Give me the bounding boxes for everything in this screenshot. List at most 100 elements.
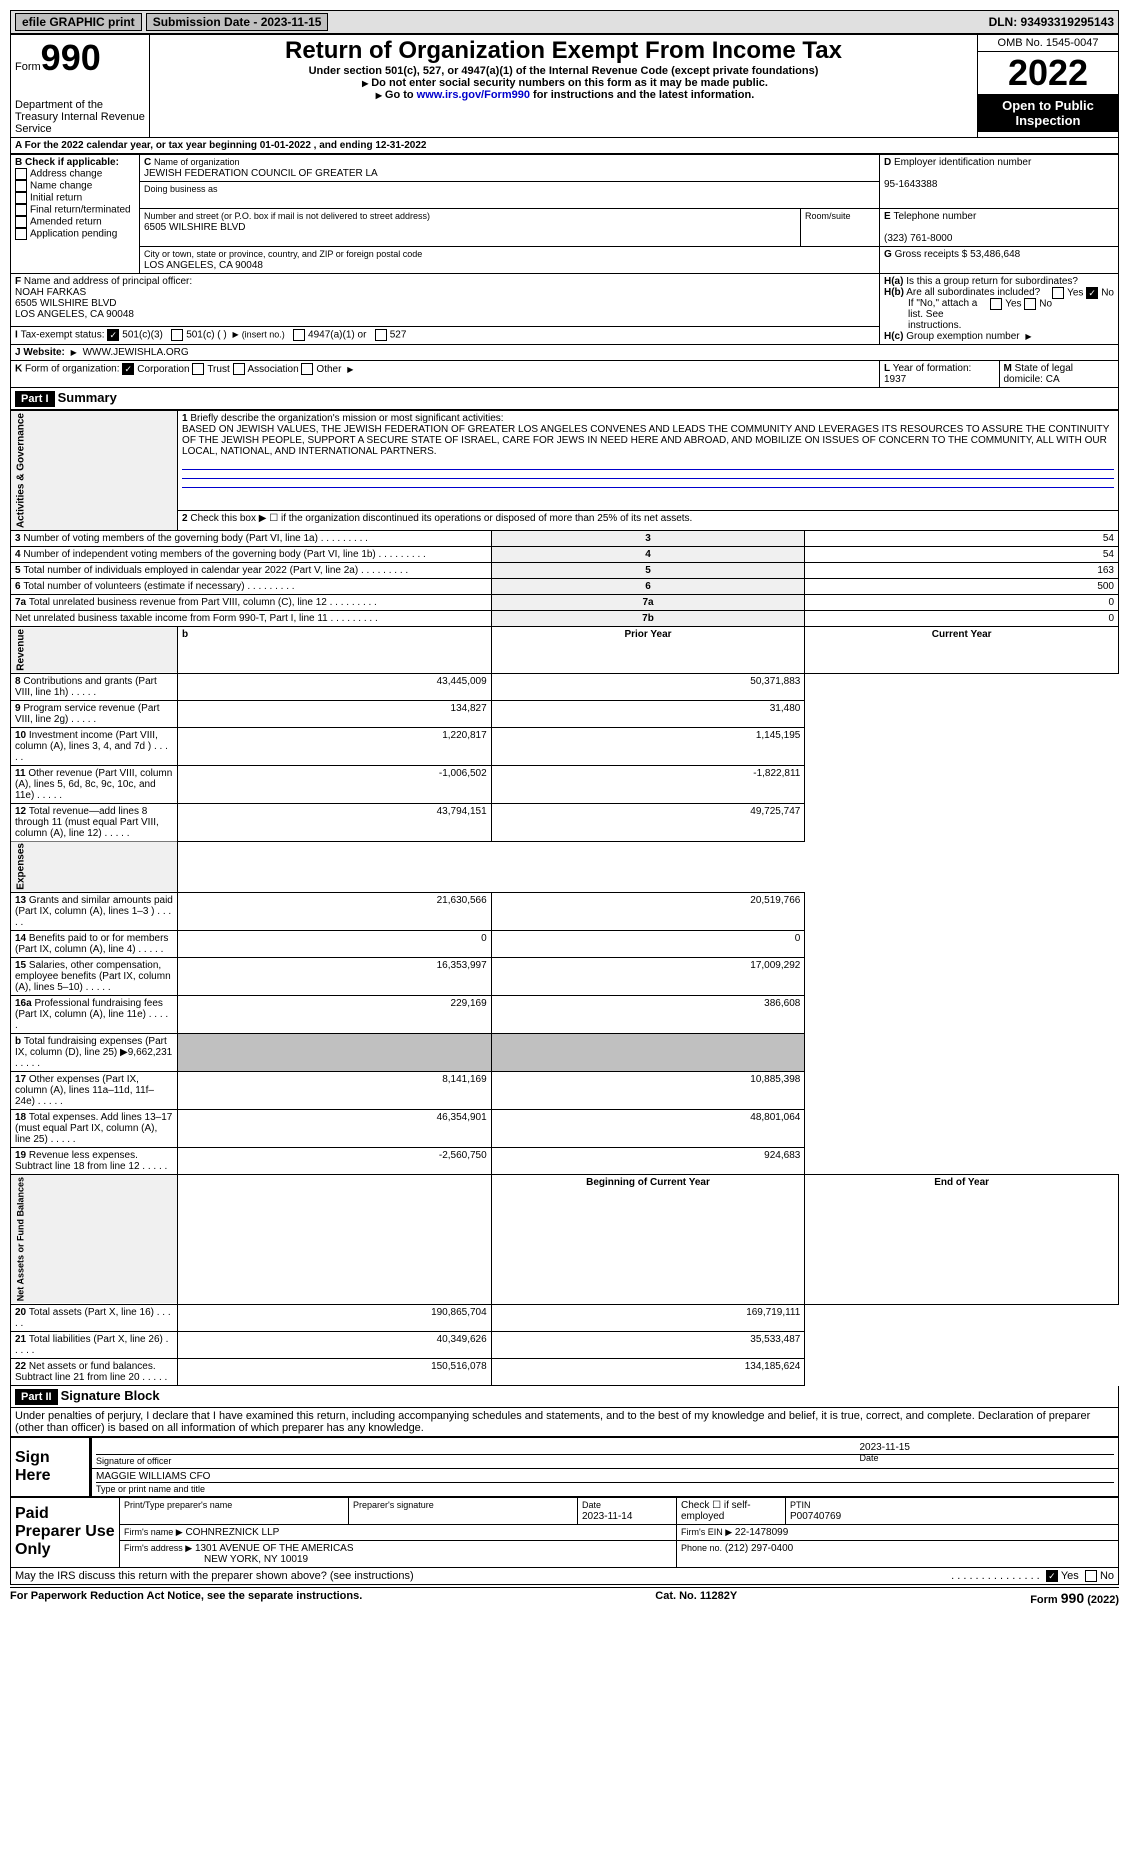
discontinued-check: Check this box ▶ ☐ if the organization d…: [190, 513, 692, 524]
ha-no-checkbox[interactable]: [1086, 287, 1098, 299]
b-item: Application pending: [15, 228, 135, 240]
note-goto-suffix: for instructions and the latest informat…: [530, 89, 754, 101]
form-prefix: Form: [15, 61, 41, 73]
subordinates-q: Are all subordinates included?: [906, 287, 1040, 298]
officer-city: LOS ANGELES, CA 90048: [15, 309, 134, 320]
begin-year-header: Beginning of Current Year: [491, 1175, 805, 1304]
website-label: Website:: [23, 347, 65, 358]
current-value: 17,009,292: [491, 958, 805, 996]
signer-name-label: Type or print name and title: [96, 1482, 1114, 1494]
prior-value: -2,560,750: [178, 1148, 492, 1175]
k-checkbox-1[interactable]: [192, 363, 204, 375]
gross-receipts-value: 53,486,648: [970, 249, 1020, 260]
prep-date-value: 2023-11-14: [582, 1511, 632, 1522]
check-applicable-label: Check if applicable:: [25, 157, 119, 168]
b-item: Amended return: [15, 216, 135, 228]
b-checkbox-3[interactable]: [15, 204, 27, 216]
end-year-header: End of Year: [805, 1175, 1119, 1304]
firm-name-value: COHNREZNICK LLP: [185, 1527, 279, 1538]
prior-value: 134,827: [178, 700, 492, 727]
efile-print-button[interactable]: efile GRAPHIC print: [15, 13, 142, 31]
submission-date-button[interactable]: Submission Date - 2023-11-15: [146, 13, 329, 31]
phone-value: (323) 761-8000: [884, 233, 952, 244]
year-formation-value: 1937: [884, 374, 906, 385]
line-num: 4: [491, 547, 805, 563]
current-value: 134,185,624: [491, 1358, 805, 1385]
self-employed-check: Check ☐ if self-employed: [677, 1497, 786, 1524]
k-checkbox-0[interactable]: [122, 363, 134, 375]
current-value: 924,683: [491, 1148, 805, 1175]
omb-number: OMB No. 1545-0047: [978, 35, 1118, 52]
501c3-checkbox[interactable]: [107, 329, 119, 341]
declaration-text: Under penalties of perjury, I declare th…: [10, 1408, 1119, 1437]
ptin-value: P00740769: [790, 1511, 841, 1522]
line-num: 5: [491, 563, 805, 579]
b-item: Initial return: [15, 192, 135, 204]
org-name-label: Name of organization: [154, 157, 240, 167]
street-value: 6505 WILSHIRE BLVD: [144, 222, 246, 233]
part1-label: Part I: [15, 391, 55, 407]
may-yes-checkbox[interactable]: [1046, 1570, 1058, 1582]
current-value: 31,480: [491, 700, 805, 727]
501c-checkbox[interactable]: [171, 329, 183, 341]
line-value: 54: [805, 547, 1119, 563]
line-value: 163: [805, 563, 1119, 579]
line-value: 0: [805, 595, 1119, 611]
form990-link[interactable]: www.irs.gov/Form990: [417, 89, 530, 101]
part2-title: Signature Block: [61, 1388, 160, 1403]
current-value: [491, 1034, 805, 1072]
prior-value: 46,354,901: [178, 1110, 492, 1148]
b-checkbox-4[interactable]: [15, 216, 27, 228]
summary-table: Activities & Governance 1 Briefly descri…: [10, 410, 1119, 1386]
footer-form990: 990: [1061, 1590, 1084, 1606]
prior-value: -1,006,502: [178, 765, 492, 803]
527-checkbox[interactable]: [375, 329, 387, 341]
b-checkbox-2[interactable]: [15, 192, 27, 204]
b-item: Name change: [15, 180, 135, 192]
ha-yes-checkbox[interactable]: [1052, 287, 1064, 299]
sign-here-table: Sign Here Signature of officer 2023-11-1…: [10, 1437, 1119, 1497]
prior-value: 229,169: [178, 996, 492, 1034]
sig-date-value: 2023-11-15: [860, 1442, 1115, 1453]
state-domicile-label: State of legal domicile:: [1004, 363, 1073, 385]
prior-value: 8,141,169: [178, 1072, 492, 1110]
form-number: 990: [41, 37, 101, 78]
4947-checkbox[interactable]: [293, 329, 305, 341]
tax-year: 2022: [978, 52, 1118, 94]
prep-date-label: Date: [582, 1500, 601, 1510]
firm-addr2: NEW YORK, NY 10019: [204, 1554, 308, 1565]
hb-yes-checkbox[interactable]: [990, 298, 1002, 310]
sig-officer-label: Signature of officer: [96, 1456, 860, 1466]
sign-here-label: Sign Here: [11, 1437, 91, 1496]
prior-year-header: Prior Year: [491, 627, 805, 674]
b-item: Address change: [15, 168, 135, 180]
hb-no-checkbox[interactable]: [1024, 298, 1036, 310]
b-checkbox-1[interactable]: [15, 180, 27, 192]
year-formation-label: Year of formation:: [893, 363, 972, 374]
preparer-sig-label: Preparer's signature: [353, 1500, 434, 1510]
current-value: 50,371,883: [491, 673, 805, 700]
side-revenue: Revenue: [11, 627, 178, 674]
officer-street: 6505 WILSHIRE BLVD: [15, 298, 117, 309]
dba-label: Doing business as: [144, 184, 218, 194]
b-item: Final return/terminated: [15, 204, 135, 216]
b-checkbox-5[interactable]: [15, 228, 27, 240]
current-value: 0: [491, 931, 805, 958]
mission-label: Briefly describe the organization's miss…: [190, 413, 503, 424]
mission-text: BASED ON JEWISH VALUES, THE JEWISH FEDER…: [182, 424, 1109, 457]
b-checkbox-0[interactable]: [15, 168, 27, 180]
preparer-name-label: Print/Type preparer's name: [124, 1500, 232, 1510]
tax-exempt-label: Tax-exempt status:: [21, 329, 105, 340]
may-no-checkbox[interactable]: [1085, 1570, 1097, 1582]
line-num: 7b: [491, 611, 805, 627]
line-a: A For the 2022 calendar year, or tax yea…: [10, 138, 1119, 154]
k-checkbox-3[interactable]: [301, 363, 313, 375]
prior-value: 1,220,817: [178, 727, 492, 765]
line-num: 6: [491, 579, 805, 595]
current-year-header: Current Year: [805, 627, 1119, 674]
paid-preparer-table: Paid Preparer Use Only Print/Type prepar…: [10, 1497, 1119, 1568]
k-checkbox-2[interactable]: [233, 363, 245, 375]
form-header: Form990 Department of the Treasury Inter…: [10, 34, 1119, 138]
note-goto-prefix: Go to: [385, 89, 417, 101]
current-value: 386,608: [491, 996, 805, 1034]
